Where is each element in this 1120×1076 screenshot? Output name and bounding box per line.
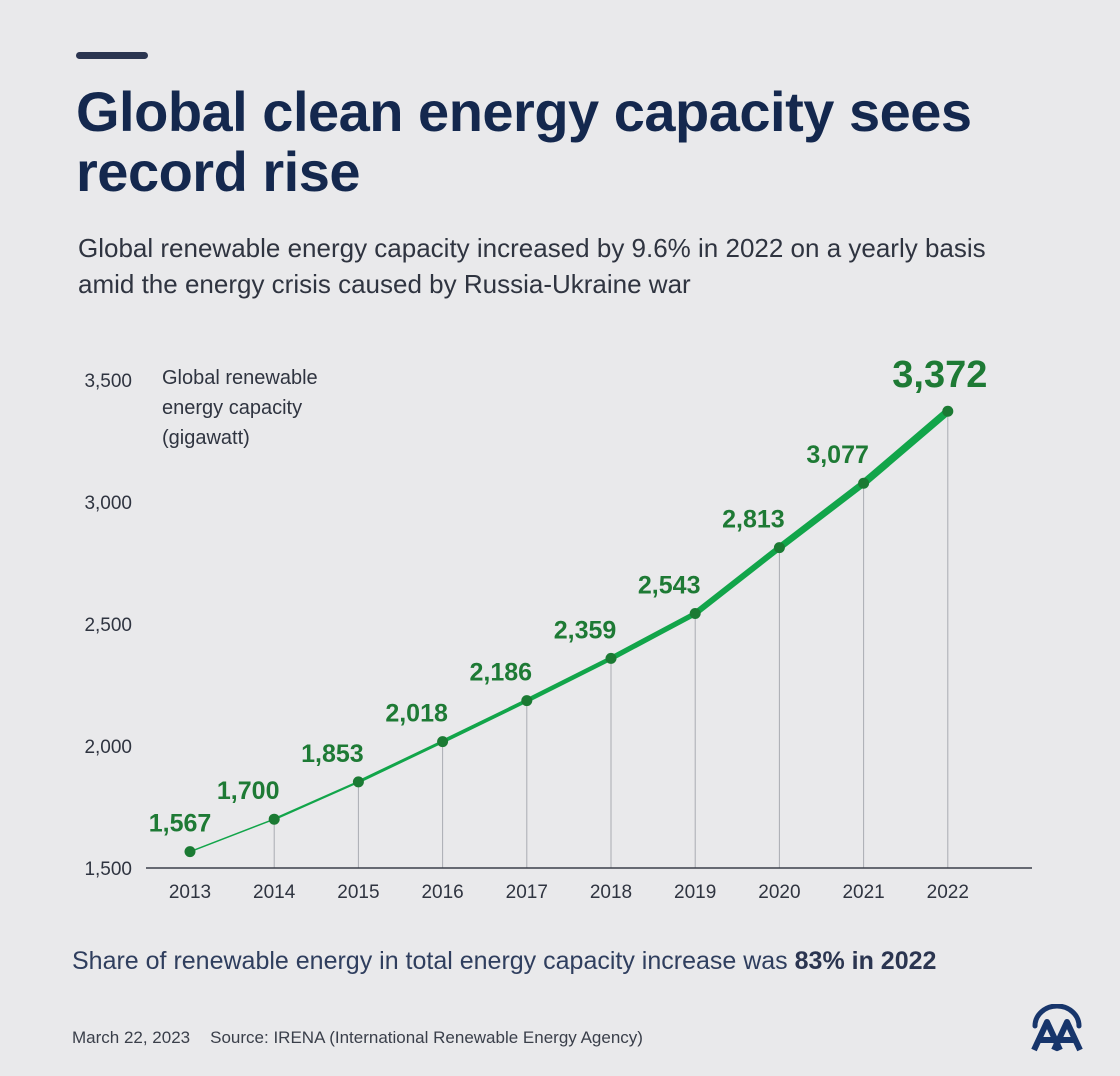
series-line-segment	[356, 740, 445, 784]
data-point	[858, 477, 870, 489]
footer-source: Source: IRENA (International Renewable E…	[210, 1028, 643, 1047]
series-line-segment	[692, 544, 783, 617]
page-title: Global clean energy capacity sees record…	[76, 80, 972, 203]
y-axis-tick-labels: 1,500 2,000 2,500 3,000 3,500	[84, 371, 132, 880]
data-value-label: 2,543	[638, 572, 701, 600]
y-axis-title: Global renewable energy capacity (gigawa…	[162, 367, 323, 449]
data-value-label: 1,567	[149, 810, 212, 838]
x-tick-label: 2013	[169, 882, 211, 903]
data-points	[184, 405, 954, 858]
y-axis-title-line-3: (gigawatt)	[162, 427, 250, 449]
data-point	[352, 776, 364, 788]
x-tick-label: 2014	[253, 882, 296, 903]
drop-lines	[273, 411, 949, 868]
series-line-segment	[273, 780, 360, 821]
y-axis-title-line-1: Global renewable	[162, 367, 318, 389]
data-point	[689, 608, 701, 620]
page-subtitle: Global renewable energy capacity increas…	[78, 233, 986, 299]
x-tick-label: 2021	[842, 882, 884, 903]
data-point	[773, 542, 785, 554]
data-point	[942, 405, 954, 417]
x-tick-label: 2015	[337, 882, 379, 903]
aa-logo-icon	[1031, 1004, 1083, 1052]
series-line-segment	[524, 656, 614, 703]
y-tick-label: 2,500	[84, 615, 132, 636]
data-point	[605, 652, 617, 664]
x-tick-label: 2018	[590, 882, 632, 903]
data-value-label: 3,372	[892, 354, 987, 396]
data-value-label: 2,813	[722, 506, 785, 534]
data-point	[521, 695, 533, 707]
series-line-segment	[859, 407, 952, 487]
y-tick-label: 1,500	[84, 859, 132, 880]
data-point	[437, 736, 449, 748]
series-line-segment	[189, 818, 275, 853]
x-tick-label: 2016	[421, 882, 463, 903]
series-line-segment	[440, 698, 529, 744]
data-point	[268, 813, 280, 825]
footer-date: March 22, 2023	[72, 1028, 191, 1047]
accent-bar	[76, 52, 148, 59]
data-value-label: 1,853	[301, 740, 364, 768]
footnote: Share of renewable energy in total energ…	[72, 944, 1072, 978]
x-tick-label: 2017	[506, 882, 548, 903]
x-tick-label: 2020	[758, 882, 800, 903]
footnote-text: Share of renewable energy in total energ…	[72, 947, 795, 975]
series-line-segment	[608, 610, 698, 662]
y-axis-title-line-2: energy capacity	[162, 397, 302, 419]
data-point	[184, 846, 196, 858]
data-value-label: 2,186	[470, 659, 533, 687]
y-tick-label: 3,000	[84, 493, 132, 514]
x-axis-tick-labels: 2013 2014 2015 2016 2017 2018 2019 2020 2021 2022	[169, 882, 969, 903]
data-value-label: 3,077	[806, 441, 869, 469]
data-value-label: 2,359	[554, 616, 617, 644]
footnote-highlight: 83% in 2022	[794, 947, 937, 975]
y-tick-label: 3,500	[84, 371, 132, 392]
series-line-segment	[776, 479, 867, 552]
x-tick-label: 2022	[927, 882, 969, 903]
x-tick-label: 2019	[674, 882, 716, 903]
line-chart: 1,500 2,000 2,500 3,000 3,500 Global renewab…	[84, 354, 1032, 903]
series-line	[189, 407, 952, 853]
y-tick-label: 2,000	[84, 737, 132, 758]
data-value-label: 1,700	[217, 777, 280, 805]
data-value-label: 2,018	[385, 700, 448, 728]
footer: March 22, 2023 Source: IRENA (Internation…	[72, 1026, 643, 1050]
